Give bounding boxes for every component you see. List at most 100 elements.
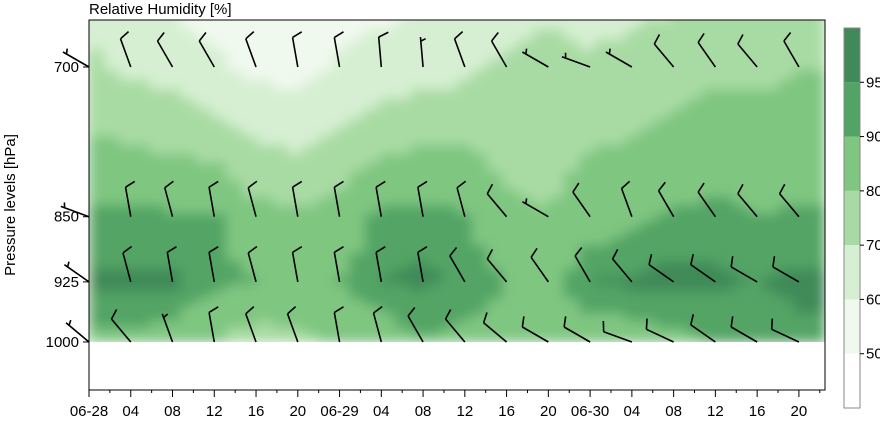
contour-cell <box>149 162 167 173</box>
wind-barb <box>737 34 758 68</box>
contour-cell <box>609 334 627 342</box>
contour-cell <box>272 221 289 231</box>
contour-cell <box>640 283 657 293</box>
contour-cell <box>548 179 565 190</box>
contour-cell <box>686 29 703 41</box>
contour-cell <box>395 298 412 307</box>
contour-cell <box>226 245 243 255</box>
contour-cell <box>287 305 305 315</box>
x-tick-label: 20 <box>289 403 306 418</box>
contour-cell <box>89 268 105 278</box>
contour-cell <box>318 268 335 278</box>
contour-cell <box>701 59 719 71</box>
contour-cell <box>410 283 427 293</box>
contour-cell <box>686 39 703 51</box>
contour-cell <box>165 213 182 223</box>
contour-cell <box>517 213 535 223</box>
contour-cell <box>533 188 550 198</box>
contour-cell <box>410 229 427 239</box>
wind-barb <box>697 32 717 68</box>
contour-cell <box>793 245 811 255</box>
contour-cell <box>364 179 381 190</box>
contour-cell <box>686 49 703 61</box>
contour-cell <box>257 237 274 247</box>
contour-cell <box>579 108 596 119</box>
contour-cell <box>609 49 627 61</box>
contour-cell <box>717 179 734 190</box>
contour-cell <box>548 162 565 173</box>
contour-cell <box>441 144 458 155</box>
wind-barb <box>208 306 219 343</box>
contour-cell <box>165 276 182 285</box>
contour-cell <box>563 135 581 146</box>
contour-cell <box>441 221 458 231</box>
colorbar-tick-label: 60 <box>866 291 880 308</box>
contour-cell <box>410 205 427 215</box>
contour-cell <box>594 313 611 322</box>
contour-cell <box>395 276 412 285</box>
contour-cell <box>379 213 397 223</box>
contour-cell <box>333 334 351 342</box>
wind-barb-staff <box>574 255 591 283</box>
contour-cell <box>793 153 811 164</box>
contour-cell <box>180 162 197 173</box>
contour-cell <box>395 245 412 255</box>
contour-cell <box>456 334 473 342</box>
contour-cell <box>625 188 642 198</box>
contour-cell <box>563 29 581 41</box>
contour-cell <box>288 8 304 20</box>
contour-cell <box>671 179 688 190</box>
contour-cell <box>272 327 289 336</box>
contour-cell <box>763 283 780 293</box>
contour-cell <box>809 334 825 342</box>
contour-cell <box>471 320 489 329</box>
contour-cell <box>609 305 627 315</box>
colorbar-bin <box>844 245 860 300</box>
contour-cell <box>671 69 688 81</box>
contour-cell <box>349 135 366 146</box>
contour-cell <box>579 144 596 155</box>
contour-cell <box>594 144 611 155</box>
contour-cell <box>425 39 443 51</box>
contour-cell <box>211 188 228 198</box>
contour-cell <box>732 39 749 51</box>
contour-cell <box>548 171 565 181</box>
contour-cell <box>89 221 105 231</box>
contour-cell <box>211 126 228 137</box>
contour-cell <box>180 69 197 81</box>
contour-cell <box>195 205 213 215</box>
contour-cell <box>625 89 642 100</box>
contour-cell <box>333 79 351 91</box>
contour-cell <box>625 8 641 20</box>
contour-cell <box>809 153 825 164</box>
wind-barb <box>208 180 219 217</box>
contour-cell <box>625 253 642 263</box>
contour-cell <box>165 179 182 190</box>
wind-barb <box>245 306 257 343</box>
contour-cell <box>518 8 534 20</box>
contour-cell <box>640 89 657 100</box>
contour-cell <box>211 268 228 278</box>
contour-cell <box>625 213 642 223</box>
colorbar-bin <box>844 190 860 246</box>
contour-cell <box>594 49 611 61</box>
contour-cell <box>410 213 427 223</box>
contour-cell <box>747 126 765 137</box>
contour-cell <box>779 8 795 20</box>
contour-cell <box>149 221 167 231</box>
contour-cell <box>793 291 811 300</box>
contour-cell <box>410 144 427 155</box>
contour-cell <box>89 261 105 270</box>
contour-cell <box>502 298 519 307</box>
wind-barb-staff <box>208 312 216 343</box>
contour-cell <box>809 135 825 146</box>
wind-barb-flag <box>373 305 383 314</box>
contour-cell <box>149 117 167 128</box>
contour-cell <box>241 162 259 173</box>
contour-cell <box>103 261 121 270</box>
contour-cell <box>793 29 811 41</box>
contour-cell <box>732 237 749 247</box>
contour-cell <box>793 20 811 31</box>
contour-cell <box>195 126 213 137</box>
contour-cell <box>119 313 136 322</box>
